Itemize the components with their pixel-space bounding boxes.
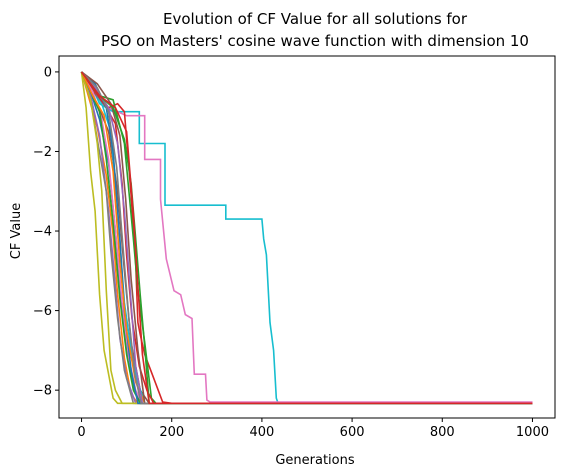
series-line-1 xyxy=(80,71,533,405)
y-tick-label-2: −4 xyxy=(33,225,52,240)
series-line-21 xyxy=(80,71,533,405)
y-tick-label-1: −2 xyxy=(33,145,52,160)
series-line-7 xyxy=(80,71,533,405)
y-tick-label-0: 0 xyxy=(44,65,52,80)
x-tick-label-0: 0 xyxy=(77,425,85,440)
series-line-19 xyxy=(81,71,533,405)
x-tick-label-1000: 1000 xyxy=(516,425,549,440)
series-line-4 xyxy=(80,71,533,405)
series-line-5 xyxy=(80,71,533,405)
series-line-22 xyxy=(80,71,533,405)
y-tick-label-3: −6 xyxy=(33,304,52,319)
series-line-17 xyxy=(80,71,533,405)
plot-frame xyxy=(58,55,556,419)
x-tick-label-600: 600 xyxy=(340,425,365,440)
series-line-2 xyxy=(80,71,533,403)
series-line-9 xyxy=(80,71,533,405)
series-line-3 xyxy=(80,71,533,405)
chart-title-line-2: PSO on Masters' cosine wave function wit… xyxy=(101,32,529,50)
series-line-18 xyxy=(80,71,533,405)
series-line-14 xyxy=(80,71,533,405)
series-line-10 xyxy=(80,71,533,405)
y-axis-label: CF Value xyxy=(9,203,24,259)
chart-title-line-1: Evolution of CF Value for all solutions … xyxy=(163,10,468,28)
x-tick-label-800: 800 xyxy=(430,425,455,440)
series-line-12 xyxy=(80,71,533,405)
axes-group: 0 200 400 600 800 1000 0 −2 −4 −6 −8 xyxy=(33,55,556,440)
x-tick-label-200: 200 xyxy=(159,425,184,440)
x-axis-label: Generations xyxy=(275,453,355,468)
series-line-13 xyxy=(80,71,533,405)
series-line-8 xyxy=(80,71,533,405)
series-line-6 xyxy=(80,71,533,405)
x-tick-label-400: 400 xyxy=(249,425,274,440)
series-line-15 xyxy=(80,71,533,405)
series-line-16 xyxy=(80,71,533,405)
y-tick-label-4: −8 xyxy=(33,384,52,399)
plot-lines-group xyxy=(80,71,533,405)
series-line-20 xyxy=(80,71,533,405)
series-line-11 xyxy=(80,71,533,405)
